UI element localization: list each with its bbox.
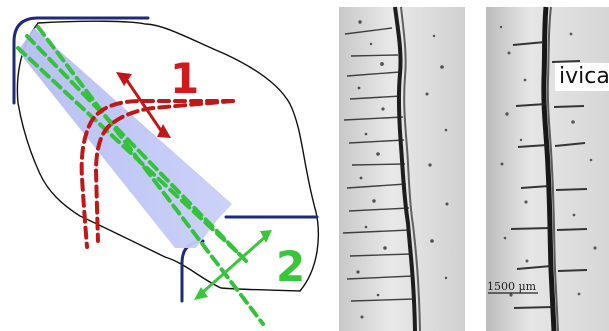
left-micrograph-crack-shadow [400,6,421,331]
green-arrow-head-right [260,230,272,243]
scale-bar-label: 1500 μm [487,280,537,293]
edge-schematic: 1 2 [12,16,320,326]
red-arrow [122,75,166,136]
green-arrow [202,236,265,294]
right-micrograph-side-cracks [510,41,588,309]
blue-edge-left [12,16,40,105]
red-dashed-curve-outer [79,99,235,249]
right-micrograph-crack-main [541,6,557,331]
green-arrow-head-left [194,287,208,300]
label-one: 1 [170,54,199,103]
green-dashed-line-upper [16,46,238,253]
red-dashed-curve-inner [93,99,235,243]
label-two: 2 [276,242,305,291]
watermark-text: ivica [559,64,609,89]
left-micrograph [339,6,465,331]
watermark-box [555,63,609,91]
left-micrograph-texture [342,27,415,302]
left-micrograph-crack-main [393,6,417,331]
right-micrograph: ivica 1500 μm [486,6,609,331]
green-dashed-line-middle [25,34,249,264]
left-micrograph-speckles [356,20,449,319]
red-arrow-head-top [116,72,132,86]
right-micrograph-crack-shadow [546,6,559,331]
green-dashed-line-lower [36,25,265,326]
red-arrow-head-bottom [157,124,171,138]
